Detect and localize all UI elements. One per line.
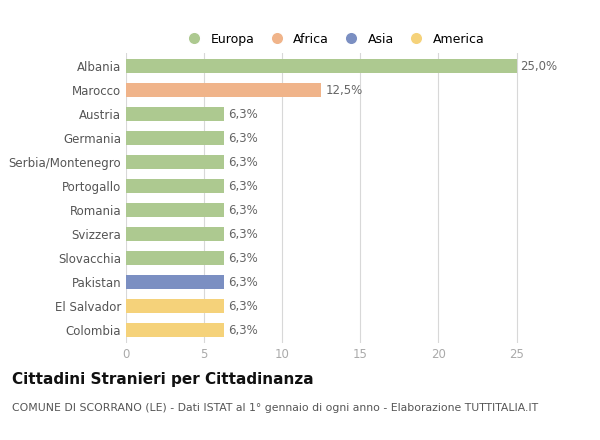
Text: 6,3%: 6,3% — [229, 323, 258, 337]
Text: 6,3%: 6,3% — [229, 275, 258, 289]
Bar — [126, 59, 517, 73]
Legend: Europa, Africa, Asia, America: Europa, Africa, Asia, America — [179, 30, 487, 48]
Bar — [126, 299, 224, 312]
Bar — [126, 323, 224, 337]
Bar — [126, 180, 224, 193]
Text: 6,3%: 6,3% — [229, 155, 258, 169]
Bar — [126, 275, 224, 289]
Text: 6,3%: 6,3% — [229, 132, 258, 144]
Text: 12,5%: 12,5% — [325, 84, 362, 96]
Text: 6,3%: 6,3% — [229, 107, 258, 121]
Text: 6,3%: 6,3% — [229, 203, 258, 216]
Text: 25,0%: 25,0% — [520, 59, 557, 73]
Text: 6,3%: 6,3% — [229, 227, 258, 241]
Text: 6,3%: 6,3% — [229, 300, 258, 312]
Text: 6,3%: 6,3% — [229, 180, 258, 193]
Bar — [126, 227, 224, 241]
Text: Cittadini Stranieri per Cittadinanza: Cittadini Stranieri per Cittadinanza — [12, 372, 314, 387]
Bar — [126, 107, 224, 121]
Bar — [126, 251, 224, 264]
Bar — [126, 84, 321, 97]
Bar — [126, 155, 224, 169]
Bar — [126, 132, 224, 145]
Bar — [126, 203, 224, 216]
Text: 6,3%: 6,3% — [229, 252, 258, 264]
Text: COMUNE DI SCORRANO (LE) - Dati ISTAT al 1° gennaio di ogni anno - Elaborazione T: COMUNE DI SCORRANO (LE) - Dati ISTAT al … — [12, 403, 538, 413]
